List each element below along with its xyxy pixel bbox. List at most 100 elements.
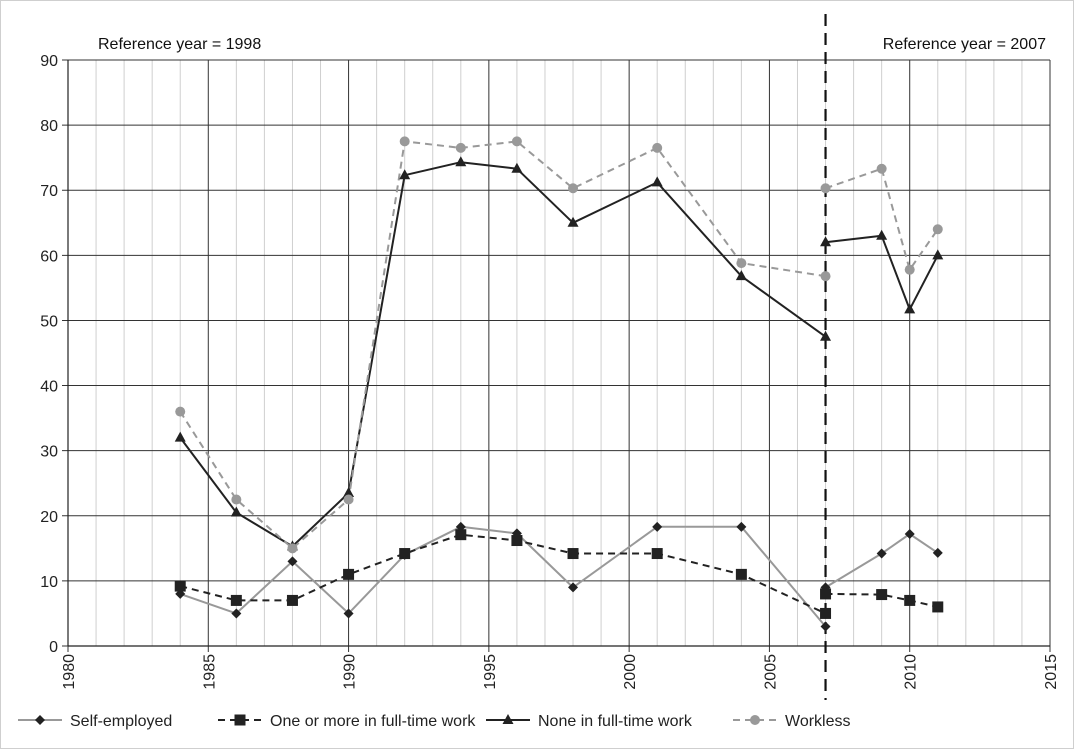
data-point — [230, 506, 242, 517]
data-point — [904, 529, 915, 540]
legend-swatch-marker — [234, 714, 246, 726]
legend: Self-employed One or more in full-time wo… — [18, 713, 851, 730]
y-axis-tick-labels: 0 10 20 30 40 50 60 70 80 90 — [40, 53, 58, 656]
data-point — [455, 142, 466, 153]
series-line — [825, 592, 939, 608]
data-point — [231, 608, 242, 619]
legend-item: None in full-time work — [486, 713, 693, 730]
y-tick-label: 0 — [49, 639, 58, 656]
x-axis-tick-labels: 1980 1985 1990 1995 2000 2005 2010 2015 — [61, 654, 1060, 690]
data-point — [651, 548, 663, 560]
data-point — [567, 548, 579, 560]
annotation-label: Reference year = 2007 — [883, 36, 1046, 53]
legend-label: One or more in full-time work — [270, 713, 476, 730]
data-point — [652, 142, 663, 153]
y-tick-label: 40 — [40, 379, 58, 396]
data-point — [174, 431, 186, 442]
data-point — [876, 589, 888, 601]
data-point — [652, 521, 663, 532]
x-tick-label: 1980 — [61, 654, 78, 690]
series-line — [825, 234, 939, 311]
data-point — [876, 548, 887, 559]
data-point — [932, 601, 944, 613]
data-point — [904, 264, 915, 275]
y-tick-label: 10 — [40, 574, 58, 591]
y-tick-label: 30 — [40, 444, 58, 461]
data-point — [567, 216, 579, 227]
x-tick-label: 2010 — [903, 654, 920, 690]
data-point — [399, 136, 410, 147]
data-point — [735, 270, 747, 281]
annotations: Reference year = 1998 Reference year = 20… — [92, 30, 1046, 56]
data-point — [932, 249, 944, 260]
data-point — [231, 494, 242, 505]
series-line — [824, 533, 939, 589]
legend-swatch-marker — [750, 715, 760, 725]
x-tick-label: 1990 — [342, 654, 359, 690]
y-tick-label: 60 — [40, 248, 58, 265]
x-tick-label: 1995 — [482, 654, 499, 690]
data-point — [287, 556, 298, 567]
legend-item: Self-employed — [18, 713, 172, 730]
y-tick-label: 70 — [40, 183, 58, 200]
annotation-label: Reference year = 1998 — [98, 36, 261, 53]
data-point — [820, 621, 831, 632]
data-point — [511, 535, 523, 547]
data-point — [932, 547, 943, 558]
data-point — [230, 594, 242, 606]
annotation-box — [92, 30, 314, 56]
series-markers-workless — [175, 136, 943, 554]
data-point — [511, 136, 522, 147]
legend-label: Workless — [785, 713, 851, 730]
y-tick-label: 20 — [40, 509, 58, 526]
data-point — [399, 548, 411, 560]
x-tick-label: 2015 — [1043, 654, 1060, 690]
data-point — [343, 494, 354, 505]
data-point — [876, 229, 888, 240]
x-tick-label: 2000 — [622, 654, 639, 690]
data-point — [932, 224, 943, 235]
y-tick-label: 90 — [40, 53, 58, 70]
data-point — [286, 594, 298, 606]
data-point — [736, 521, 747, 532]
x-tick-label: 2005 — [762, 654, 779, 690]
data-point — [511, 162, 523, 173]
legend-label: None in full-time work — [538, 713, 693, 730]
legend-swatch-marker — [35, 715, 45, 725]
series-markers-none-in-full-time-work — [174, 156, 944, 551]
data-point — [343, 608, 354, 619]
data-point — [174, 580, 186, 592]
series-markers-one-or-more-in-full-time-work — [174, 529, 944, 619]
y-tick-label: 50 — [40, 313, 58, 330]
data-point — [568, 582, 579, 593]
data-point — [175, 406, 186, 417]
data-point — [904, 303, 916, 314]
series-line — [825, 167, 939, 271]
data-point — [904, 594, 916, 606]
data-point — [343, 568, 355, 580]
legend-label: Self-employed — [70, 713, 172, 730]
data-point — [736, 258, 747, 269]
data-point — [820, 236, 832, 247]
data-point — [399, 169, 411, 180]
data-point — [876, 163, 887, 174]
data-point — [455, 529, 467, 541]
legend-swatch-marker — [502, 714, 514, 724]
annotation-box — [833, 30, 1046, 56]
legend-item: Workless — [733, 713, 851, 730]
data-point — [343, 486, 355, 497]
data-point — [735, 568, 747, 580]
data-point — [820, 588, 832, 600]
y-tick-label: 80 — [40, 118, 58, 135]
x-tick-label: 1985 — [201, 654, 218, 690]
data-point — [568, 183, 579, 194]
data-point — [287, 543, 298, 554]
data-point — [820, 330, 832, 341]
data-point — [651, 176, 663, 187]
legend-item: One or more in full-time work — [218, 713, 476, 730]
data-point — [820, 183, 831, 194]
data-point — [820, 607, 832, 619]
